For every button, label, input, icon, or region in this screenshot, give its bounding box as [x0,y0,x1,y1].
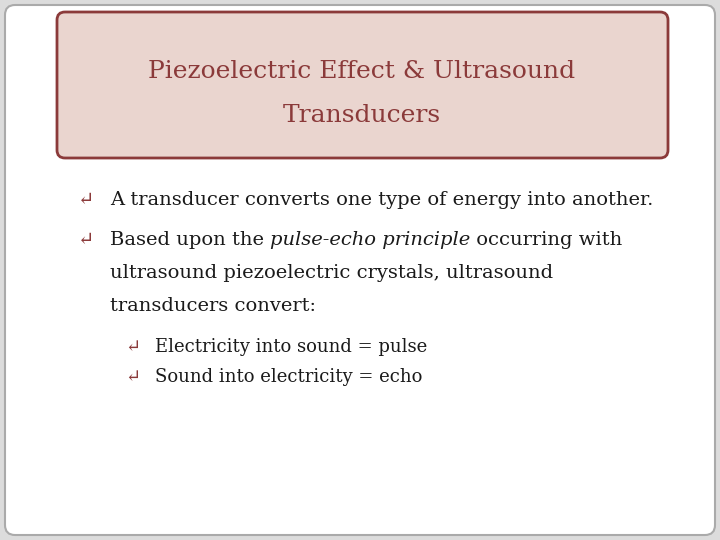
Text: pulse-echo principle: pulse-echo principle [270,231,470,249]
Text: Transducers: Transducers [283,104,441,126]
Text: ↵: ↵ [125,338,140,356]
Text: ↵: ↵ [78,191,94,209]
Text: transducers convert:: transducers convert: [110,297,316,315]
Text: Sound into electricity = echo: Sound into electricity = echo [155,368,423,386]
FancyBboxPatch shape [5,5,715,535]
Text: Based upon the: Based upon the [110,231,270,249]
Text: Piezoelectric Effect & Ultrasound: Piezoelectric Effect & Ultrasound [148,60,575,84]
Text: ↵: ↵ [125,368,140,386]
Text: ultrasound piezoelectric crystals, ultrasound: ultrasound piezoelectric crystals, ultra… [110,264,553,282]
Text: A transducer converts one type of energy into another.: A transducer converts one type of energy… [110,191,653,209]
Text: Electricity into sound = pulse: Electricity into sound = pulse [155,338,427,356]
Text: ↵: ↵ [78,231,94,249]
FancyBboxPatch shape [57,12,668,158]
Text: occurring with: occurring with [470,231,623,249]
